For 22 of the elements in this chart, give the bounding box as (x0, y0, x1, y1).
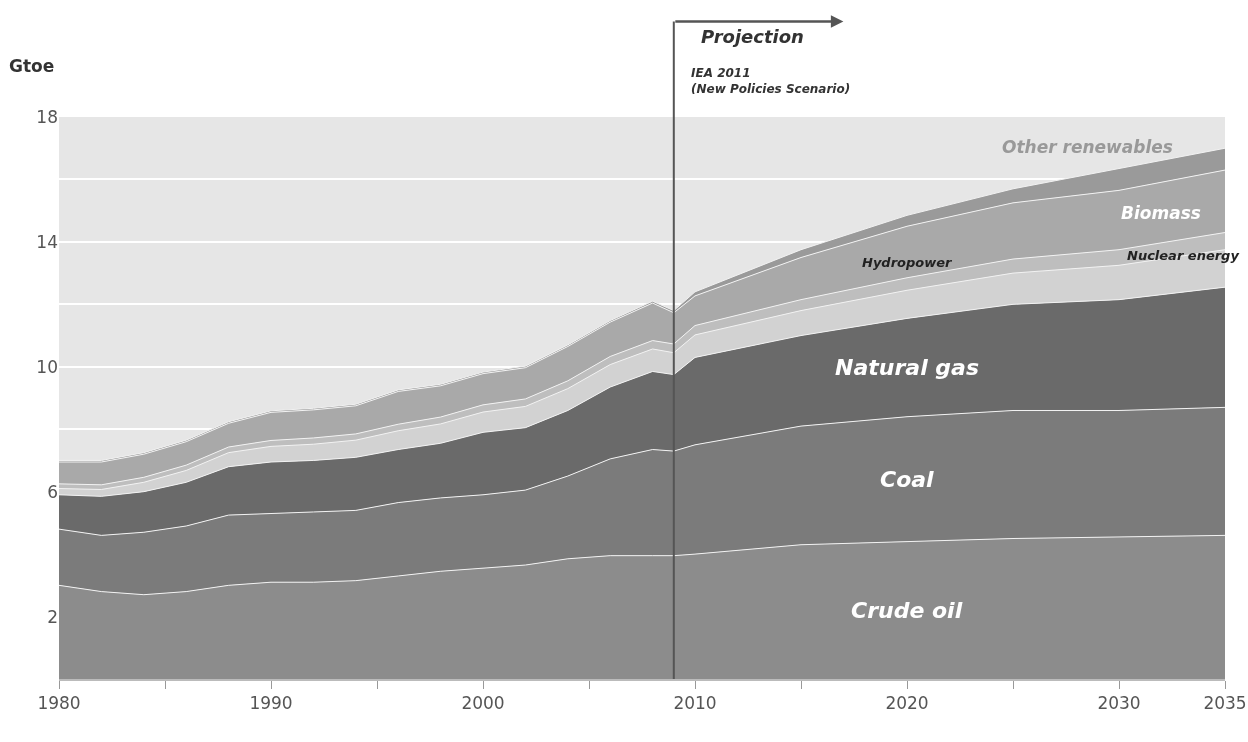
series-label: Nuclear energy (1127, 248, 1240, 263)
y-tick-label: 18 (36, 106, 58, 127)
series-label: Natural gas (835, 355, 980, 380)
x-tick-label: 1990 (249, 693, 293, 714)
y-axis-title: Gtoe (9, 56, 55, 76)
x-tick-label: 2035 (1203, 693, 1247, 714)
series-label: Coal (880, 467, 935, 492)
x-tick-label: 1980 (37, 693, 81, 714)
x-tick-label: 2030 (1097, 693, 1141, 714)
y-tick-label: 2 (47, 606, 58, 627)
series-label: Biomass (1121, 203, 1201, 223)
y-tick-label: 6 (47, 481, 58, 502)
x-tick-label: 2010 (673, 693, 717, 714)
x-tick-label: 2000 (461, 693, 505, 714)
x-tick-label: 2020 (885, 693, 929, 714)
series-label: Hydropower (862, 255, 954, 270)
y-tick-label: 10 (36, 356, 58, 377)
series-label: Crude oil (851, 598, 963, 623)
series-label: Other renewables (1002, 137, 1173, 157)
ref-line-label: Projection (701, 26, 804, 47)
y-tick-label: 14 (36, 231, 58, 252)
text: IEA 2011 (New Policies Scenario) (691, 66, 851, 96)
